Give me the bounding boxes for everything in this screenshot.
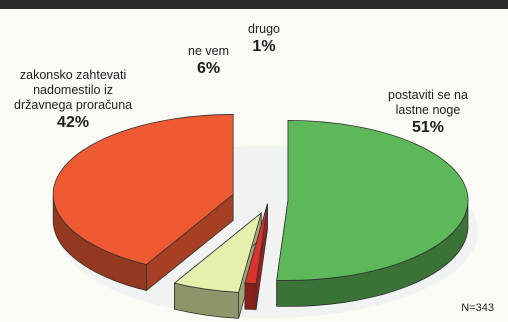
slice-label-ne-vem: ne vem 6% xyxy=(188,44,229,78)
slice-name: postaviti se na lastne noge xyxy=(388,88,468,117)
pie-slice xyxy=(244,203,268,310)
slice-name: ne vem xyxy=(188,44,229,58)
slice-percent: 51% xyxy=(411,119,444,136)
slice-percent: 1% xyxy=(252,38,276,55)
top-band xyxy=(0,0,508,9)
slice-name: zakonsko zahtevati nadomestilo iz državn… xyxy=(14,68,133,112)
slice-name: drugo xyxy=(248,22,280,36)
slice-label-drugo: drugo 1% xyxy=(248,22,280,56)
slice-top-face xyxy=(52,114,234,265)
slice-outer-wall xyxy=(244,282,257,310)
slice-percent: 6% xyxy=(196,60,221,77)
slice-top-face xyxy=(276,119,469,281)
slice-top-face xyxy=(244,203,268,284)
pie-slice xyxy=(52,114,234,292)
sample-size-note: N=343 xyxy=(461,302,494,314)
slice-top-face xyxy=(173,211,262,293)
slice-label-zakonsko: zakonsko zahtevati nadomestilo iz državn… xyxy=(14,68,132,132)
slice-percent: 42% xyxy=(57,114,90,131)
slice-label-postaviti: postaviti se na lastne noge 51% xyxy=(388,88,468,137)
pie-slice xyxy=(276,119,469,307)
